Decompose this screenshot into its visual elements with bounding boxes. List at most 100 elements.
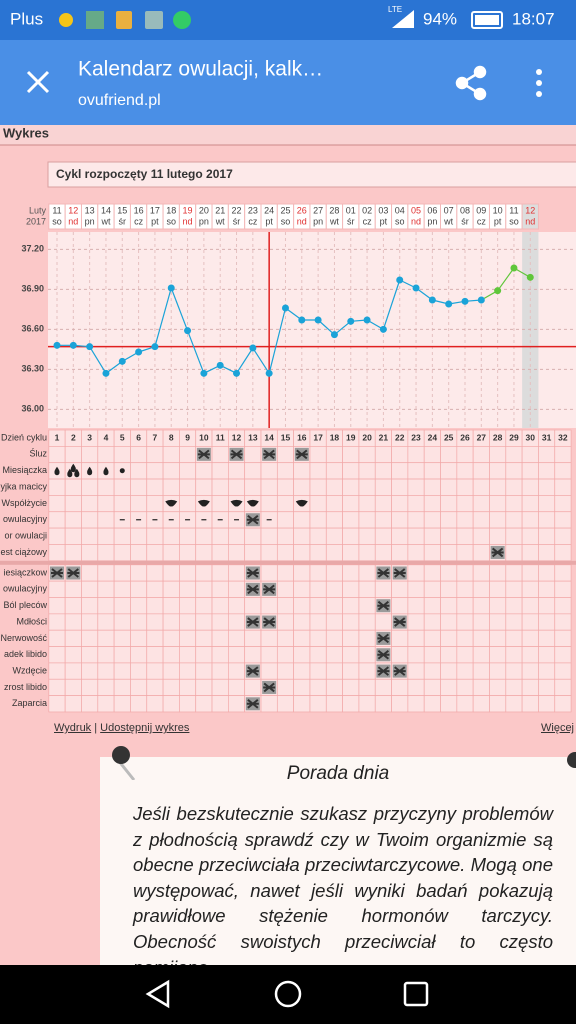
square-texture bbox=[246, 699, 259, 709]
weekday-label: so bbox=[52, 216, 62, 226]
back-button[interactable] bbox=[145, 979, 170, 1009]
status-icon bbox=[59, 13, 73, 27]
symbol-square bbox=[245, 566, 260, 580]
row-label: yjka macicy bbox=[0, 481, 47, 491]
temp-point bbox=[86, 343, 94, 351]
temp-point bbox=[151, 343, 159, 351]
recents-button[interactable] bbox=[403, 981, 429, 1007]
cycle-day: 6 bbox=[136, 432, 141, 442]
symbol-square bbox=[245, 664, 260, 678]
cycle-day: 4 bbox=[104, 432, 109, 442]
tip-text: Jeśli bezskutecznie szukasz przyczyny pr… bbox=[133, 803, 553, 965]
date-label: 10 bbox=[493, 205, 503, 215]
symbol-square bbox=[262, 582, 277, 596]
date-label: 12 bbox=[68, 205, 78, 215]
date-label: 07 bbox=[444, 205, 454, 215]
date-label: 11 bbox=[52, 205, 61, 215]
weekday-label: pn bbox=[427, 216, 437, 226]
temp-point bbox=[53, 341, 61, 349]
cycle-day: 25 bbox=[444, 432, 454, 442]
temp-point bbox=[200, 369, 208, 377]
symbol-square bbox=[196, 447, 211, 461]
symbol-square bbox=[376, 664, 391, 678]
drops bbox=[67, 463, 80, 478]
square-texture bbox=[295, 449, 308, 460]
date-label: 22 bbox=[232, 205, 242, 215]
weekday-label: so bbox=[395, 216, 405, 226]
temp-point bbox=[347, 317, 355, 325]
share-link[interactable]: Udostępnij wykres bbox=[100, 722, 190, 734]
row-label: Dzień cyklu bbox=[1, 432, 47, 442]
plot-area bbox=[48, 232, 576, 428]
print-link[interactable]: Wydruk bbox=[54, 722, 92, 734]
date-label: 18 bbox=[166, 205, 176, 215]
square-texture bbox=[67, 568, 80, 578]
heart bbox=[295, 499, 308, 507]
app-bar bbox=[0, 40, 576, 125]
temp-segment bbox=[268, 307, 287, 374]
row-label: Nerwowość bbox=[0, 633, 47, 643]
weekday-label: pn bbox=[313, 216, 323, 226]
share-button[interactable] bbox=[455, 65, 487, 101]
date-label: 04 bbox=[395, 205, 405, 215]
weekday-label: wt bbox=[215, 216, 225, 226]
cycle-day: 32 bbox=[558, 432, 568, 442]
row-label: iesiączkow bbox=[3, 567, 47, 577]
home-button[interactable] bbox=[274, 980, 302, 1008]
weekday-label: cz bbox=[248, 216, 258, 226]
cycle-day: 27 bbox=[477, 432, 487, 442]
square-texture bbox=[246, 514, 259, 525]
clock: 18:07 bbox=[512, 9, 555, 28]
date-cell bbox=[521, 203, 539, 230]
y-tick-label: 37.20 bbox=[21, 244, 44, 254]
row-label: or owulacji bbox=[4, 530, 47, 540]
row-label: Zaparcia bbox=[12, 698, 47, 708]
date-label: 12 bbox=[525, 205, 535, 215]
square-texture bbox=[246, 568, 259, 578]
cycle-day: 12 bbox=[232, 432, 242, 442]
weekday-label: nd bbox=[297, 216, 307, 226]
date-label: 09 bbox=[476, 205, 486, 215]
square-texture bbox=[263, 682, 276, 693]
temp-point bbox=[216, 361, 224, 369]
symbol-square bbox=[66, 566, 81, 580]
cycle-day: 10 bbox=[199, 432, 209, 442]
more-link[interactable]: Więcej bbox=[541, 722, 575, 734]
symbol-square bbox=[262, 447, 277, 461]
tip-card: Porada dnia Jeśli bezskutecznie szukasz … bbox=[100, 757, 576, 965]
weekday-label: cz bbox=[477, 216, 487, 226]
page-title: Kalendarz owulacji, kalk… bbox=[78, 58, 323, 81]
row-label: Śluz bbox=[29, 448, 47, 459]
weekday-label: nd bbox=[525, 216, 535, 226]
date-label: 14 bbox=[101, 205, 111, 215]
close-button[interactable] bbox=[26, 70, 50, 94]
temp-point bbox=[445, 300, 453, 308]
date-label: 16 bbox=[134, 205, 144, 215]
symbol-square bbox=[294, 447, 309, 461]
symbol-square bbox=[392, 615, 407, 629]
symbol-square bbox=[376, 566, 391, 580]
square-texture bbox=[263, 449, 276, 460]
y-tick-label: 36.00 bbox=[21, 404, 44, 414]
symbol-square bbox=[245, 615, 260, 629]
status-icon bbox=[173, 11, 191, 29]
battery-fill bbox=[475, 15, 499, 25]
row-label: Ból pleców bbox=[3, 600, 47, 610]
heart bbox=[197, 499, 210, 507]
date-label: 03 bbox=[378, 205, 388, 215]
weekday-label: nd bbox=[183, 216, 193, 226]
pin-head bbox=[567, 752, 576, 768]
weekday-label: cz bbox=[134, 216, 144, 226]
row-label: Miesiączka bbox=[2, 465, 47, 475]
temp-point bbox=[412, 284, 420, 292]
square-texture bbox=[197, 449, 210, 460]
weekday-label: pn bbox=[199, 216, 209, 226]
symbol-square bbox=[50, 566, 64, 580]
temp-point bbox=[363, 316, 371, 324]
temp-segment bbox=[89, 346, 107, 374]
drop bbox=[87, 466, 93, 476]
menu-button[interactable] bbox=[536, 69, 542, 97]
battery-icon bbox=[471, 11, 503, 29]
